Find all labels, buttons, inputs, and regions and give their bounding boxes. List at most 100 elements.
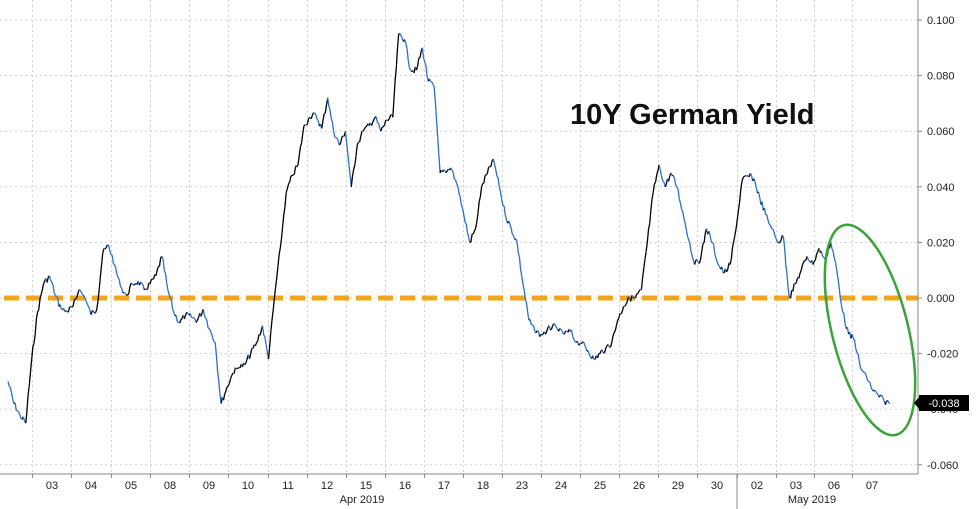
series-segment <box>113 264 117 269</box>
y-tick-label: 0.080 <box>927 71 955 83</box>
series-segment <box>387 118 390 122</box>
series-segment <box>142 284 145 290</box>
x-day-label: 10 <box>242 480 254 492</box>
series-segment <box>54 294 58 298</box>
x-day-label: 02 <box>751 480 763 492</box>
series-segment <box>64 310 67 313</box>
series-segment <box>59 304 62 310</box>
series-segment <box>83 295 86 299</box>
series-segment <box>473 228 477 231</box>
series-segment <box>38 298 41 310</box>
series-segment <box>17 410 20 413</box>
series-segment <box>740 181 743 190</box>
series-segment <box>627 296 631 299</box>
series-segment <box>400 35 403 39</box>
series-segment <box>812 261 815 265</box>
series-segment <box>233 367 236 374</box>
series-segment <box>218 380 221 394</box>
series-segment <box>267 347 271 360</box>
series-segment <box>492 158 496 165</box>
series-segment <box>769 224 773 229</box>
series-segment <box>7 381 10 387</box>
series-segment <box>726 268 729 273</box>
series-segment <box>869 382 872 388</box>
series-segment <box>789 290 793 299</box>
series-segment <box>227 383 230 387</box>
y-tick-label: -0.020 <box>927 349 958 361</box>
series-segment <box>284 192 287 207</box>
series-segment <box>840 305 844 313</box>
series-segment <box>158 257 162 267</box>
series-segment <box>782 236 786 248</box>
x-day-label: 24 <box>555 480 567 492</box>
series-segment <box>358 136 362 143</box>
series-segment <box>779 240 782 243</box>
series-segment <box>207 327 210 330</box>
series-segment <box>100 253 104 266</box>
series-segment <box>515 238 518 243</box>
series-segment <box>858 360 862 368</box>
series-segment <box>640 277 644 290</box>
series-segment <box>554 324 557 328</box>
series-segment <box>41 283 45 291</box>
series-segment <box>496 175 499 179</box>
series-segment <box>189 313 193 318</box>
series-segment <box>536 330 539 332</box>
series-segment <box>625 301 628 305</box>
series-segment <box>418 56 421 59</box>
series-segment <box>288 181 291 185</box>
series-segment <box>408 67 412 71</box>
series-segment <box>717 264 721 267</box>
series-segment <box>701 243 704 252</box>
series-segment <box>52 284 55 294</box>
series-segment <box>644 251 647 260</box>
series-segment <box>186 311 189 315</box>
series-segment <box>839 298 843 306</box>
x-day-label: 17 <box>438 480 450 492</box>
series-segment <box>859 367 863 371</box>
series-segment <box>22 416 26 422</box>
series-segment <box>329 109 332 119</box>
series-segment <box>876 392 879 396</box>
series-segment <box>691 256 695 262</box>
series-segment <box>689 243 692 253</box>
series-segment <box>754 181 757 188</box>
series-segment <box>650 199 653 211</box>
series-segment <box>783 247 787 265</box>
series-segment <box>315 114 318 120</box>
series-segment <box>559 327 562 330</box>
x-day-label: 11 <box>282 480 293 492</box>
series-segment <box>71 305 74 308</box>
series-segment <box>676 186 679 190</box>
series-segment <box>407 60 410 68</box>
series-segment <box>884 401 888 405</box>
series-segment <box>111 255 115 264</box>
series-segment <box>603 351 606 354</box>
series-segment <box>388 115 392 120</box>
series-segment <box>286 183 290 189</box>
series-segment <box>793 283 796 285</box>
series-segment <box>316 118 319 122</box>
series-segment <box>84 297 87 302</box>
y-tick-label: 0.100 <box>927 15 955 27</box>
series-segment <box>698 258 702 264</box>
series-segment <box>618 313 621 319</box>
series-segment <box>19 414 22 419</box>
series-segment <box>303 124 306 127</box>
series-segment <box>660 175 664 182</box>
series-segment <box>110 254 113 256</box>
series-segment <box>98 277 101 290</box>
series-segment <box>26 395 29 412</box>
series-segment <box>710 241 713 243</box>
series-segment <box>580 342 583 345</box>
series-segment <box>107 245 111 251</box>
series-segment <box>257 334 260 341</box>
series-segment <box>338 142 342 146</box>
series-segment <box>276 266 279 279</box>
y-tick-label: 0.000 <box>927 293 955 305</box>
series-segment <box>544 331 548 335</box>
series-segment <box>396 33 400 48</box>
series-segment <box>816 251 819 255</box>
series-segment <box>50 279 53 283</box>
series-segment <box>653 181 657 185</box>
